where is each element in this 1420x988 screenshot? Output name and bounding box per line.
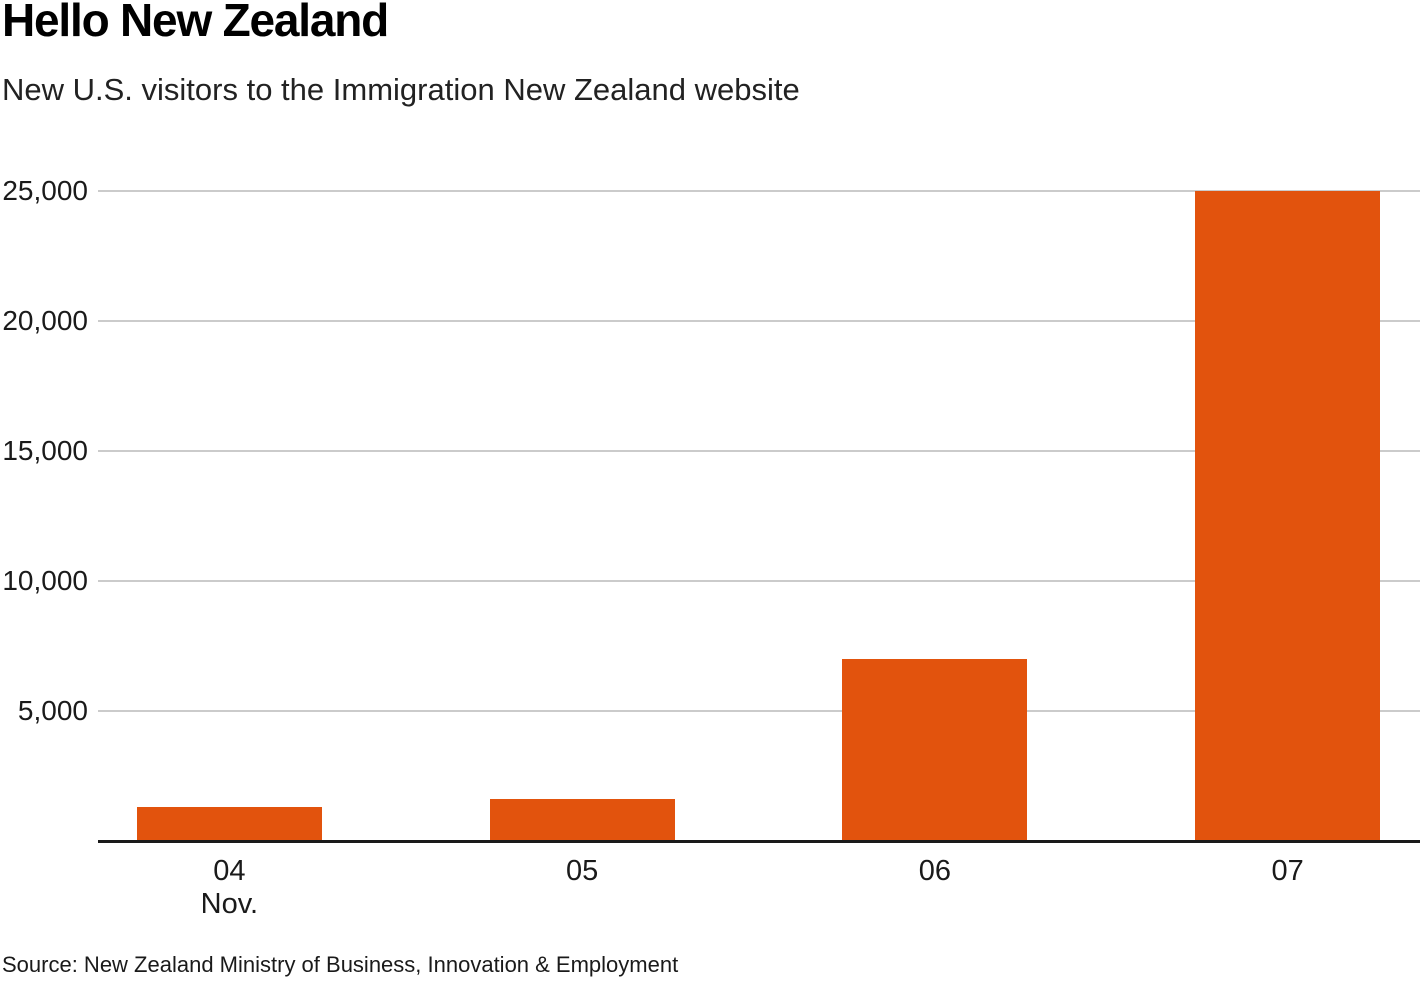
gridline: [98, 189, 1420, 193]
bar: [136, 807, 322, 841]
x-axis-tick-label: 05: [565, 855, 599, 887]
bar: [842, 659, 1028, 841]
gridline: [98, 449, 1420, 453]
y-axis-tick-label: 20,000: [2, 305, 88, 336]
chart-subtitle: New U.S. visitors to the Immigration New…: [2, 72, 800, 107]
bar: [1195, 191, 1381, 841]
x-axis-sub-label: Nov.: [200, 888, 259, 920]
x-axis-baseline: [98, 840, 1420, 843]
source-note: Source: New Zealand Ministry of Business…: [2, 952, 679, 977]
gridline: [98, 709, 1420, 713]
y-axis-tick-label: 5,000: [17, 695, 88, 726]
x-axis-tick-label: 06: [918, 855, 951, 887]
bar: [489, 799, 675, 841]
y-axis-tick-label: 10,000: [2, 565, 88, 596]
y-axis-tick-label: 15,000: [2, 435, 88, 466]
gridline: [98, 579, 1420, 583]
y-axis-tick-label: 25,000: [2, 175, 88, 206]
x-axis-tick-label: 07: [1271, 855, 1304, 887]
gridline: [98, 319, 1420, 323]
chart-title: Hello New Zealand: [2, 0, 389, 46]
x-axis-tick-label: 04: [213, 855, 246, 887]
